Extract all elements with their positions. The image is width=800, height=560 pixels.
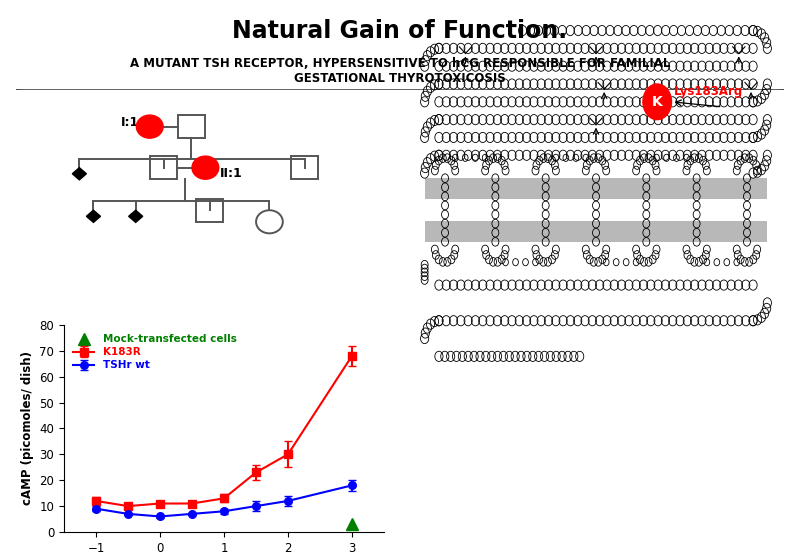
- Bar: [425, 178, 767, 199]
- Text: Natural Gain of Function.: Natural Gain of Function.: [233, 19, 567, 43]
- FancyBboxPatch shape: [1, 5, 799, 90]
- Text: A MUTANT TSH RECEPTOR, HYPERSENSITIVE TO hCG RESPONSIBLE FOR FAMILIAL
GESTATIONA: A MUTANT TSH RECEPTOR, HYPERSENSITIVE TO…: [130, 57, 670, 85]
- Bar: [425, 221, 767, 242]
- Polygon shape: [72, 167, 86, 180]
- Y-axis label: cAMP (picomoles/ dish): cAMP (picomoles/ dish): [21, 352, 34, 505]
- Polygon shape: [129, 210, 142, 222]
- Text: I:1: I:1: [121, 115, 139, 129]
- Legend: Mock-transfected cells, K183R, TSHr wt: Mock-transfected cells, K183R, TSHr wt: [70, 330, 241, 375]
- Bar: [291, 156, 318, 179]
- Bar: [178, 115, 205, 138]
- Text: II:1: II:1: [219, 167, 242, 180]
- Circle shape: [643, 84, 671, 120]
- Bar: [150, 156, 178, 179]
- Text: K: K: [652, 95, 662, 109]
- Bar: [196, 199, 223, 222]
- Circle shape: [192, 156, 218, 179]
- Text: Lys183Arg: Lys183Arg: [674, 85, 742, 98]
- Polygon shape: [86, 210, 101, 222]
- Circle shape: [136, 115, 163, 138]
